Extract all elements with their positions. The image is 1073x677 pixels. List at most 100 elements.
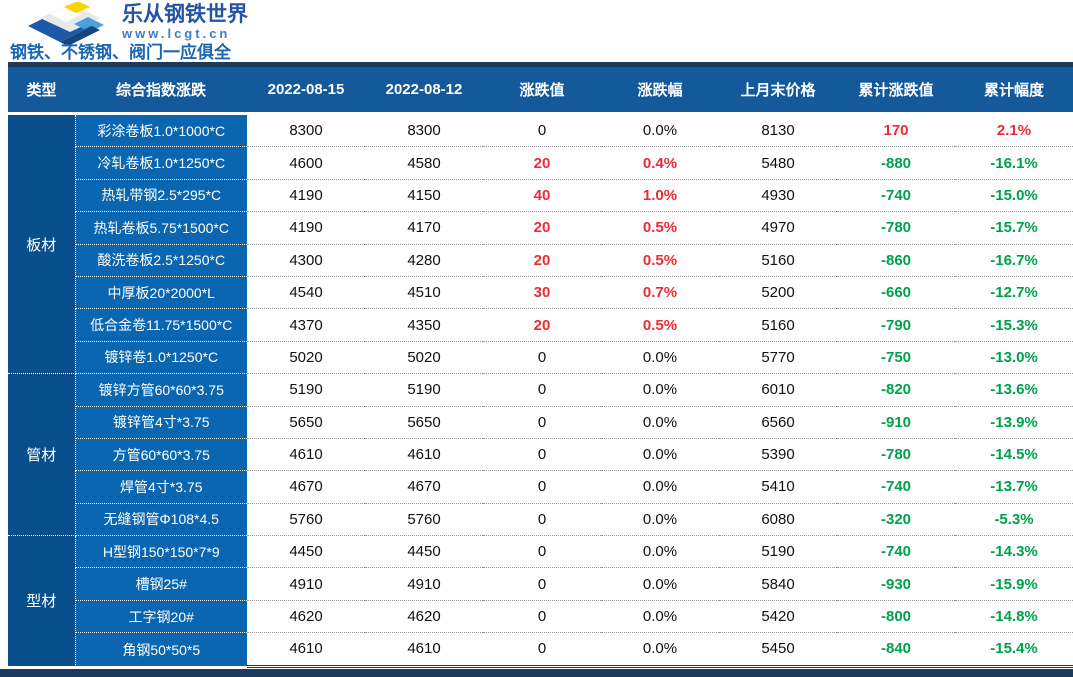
change-value-cell: 0 — [483, 113, 601, 148]
price-current-cell: 5650 — [247, 406, 365, 439]
last-month-price-cell: 6010 — [719, 373, 837, 407]
price-current-cell: 4620 — [247, 600, 365, 634]
change-pct-cell: 0.5% — [601, 308, 719, 342]
last-month-price-cell: 5420 — [719, 600, 837, 634]
cumulative-pct-cell: -15.0% — [955, 179, 1073, 213]
product-name-cell: 工字钢20# — [75, 600, 247, 634]
steel-price-table: 类型 综合指数涨跌 2022-08-15 2022-08-12 涨跌值 涨跌幅 上月末价格累… — [8, 67, 1073, 668]
last-month-price-cell: 5190 — [719, 535, 837, 569]
price-previous-cell: 4350 — [365, 308, 483, 342]
price-current-cell: 4610 — [247, 632, 365, 668]
table-row: 热轧卷板5.75*1500*C 4190 4170 20 0.5% 4970 -780 -15… — [8, 211, 1073, 245]
brand-tagline: 钢铁、不锈钢、阀门一应俱全 — [10, 43, 231, 62]
product-name-cell: 低合金卷11.75*1500*C — [75, 308, 247, 342]
product-name-cell: 方管60*60*3.75 — [75, 438, 247, 472]
cumulative-change-cell: -800 — [837, 600, 955, 634]
change-pct-cell: 0.0% — [601, 470, 719, 504]
last-month-price-cell: 6560 — [719, 406, 837, 439]
last-month-price-cell: 5390 — [719, 438, 837, 472]
cumulative-pct-cell: -14.5% — [955, 438, 1073, 472]
change-value-cell: 20 — [483, 244, 601, 277]
change-value-cell: 0 — [483, 600, 601, 634]
table-header-row: 类型 综合指数涨跌 2022-08-15 2022-08-12 涨跌值 涨跌幅 上月末价格累… — [8, 67, 1073, 115]
brand-header: 乐从钢铁世界 www.lcgt.cn 钢铁、不锈钢、阀门一应俱全 — [0, 0, 1073, 62]
cumulative-pct-cell: -12.7% — [955, 276, 1073, 310]
price-current-cell: 5020 — [247, 341, 365, 375]
column-header-1: 综合指数涨跌 — [75, 67, 247, 115]
table-row: 角钢50*50*5 4610 4610 0 0.0% 5450 -840 -15.4% — [8, 632, 1073, 668]
column-header-2: 2022-08-15 — [247, 67, 365, 115]
cumulative-change-cell: -660 — [837, 276, 955, 310]
cumulative-pct-cell: 2.1% — [955, 113, 1073, 148]
price-previous-cell: 4510 — [365, 276, 483, 310]
cumulative-pct-cell: -13.7% — [955, 470, 1073, 504]
column-header-3: 2022-08-12 — [365, 67, 483, 115]
change-value-cell: 0 — [483, 470, 601, 504]
cumulative-pct-cell: -16.7% — [955, 244, 1073, 277]
table-row: 低合金卷11.75*1500*C 4370 4350 20 0.5% 5160 -790 -1… — [8, 308, 1073, 342]
cumulative-change-cell: -820 — [837, 373, 955, 407]
cumulative-pct-cell: -5.3% — [955, 503, 1073, 537]
change-value-cell: 0 — [483, 438, 601, 472]
product-name-cell: 角钢50*50*5 — [75, 632, 247, 667]
brand-title: 乐从钢铁世界 — [122, 3, 248, 26]
price-current-cell: 4540 — [247, 276, 365, 310]
table-row: 焊管4寸*3.75 4670 4670 0 0.0% 5410 -740 -13.7% — [8, 470, 1073, 504]
price-current-cell: 4600 — [247, 146, 365, 180]
price-current-cell: 4610 — [247, 438, 365, 472]
cumulative-pct-cell: -15.4% — [955, 632, 1073, 668]
last-month-price-cell: 5160 — [719, 308, 837, 342]
price-previous-cell: 4280 — [365, 244, 483, 277]
cumulative-pct-cell: -13.6% — [955, 373, 1073, 407]
table-row: 无缝钢管Φ108*4.5 5760 5760 0 0.0% 6080 -320 -5.3% — [8, 503, 1073, 537]
table-row: 镀锌卷1.0*1250*C 5020 5020 0 0.0% 5770 -750 -13.0% — [8, 341, 1073, 375]
table-row: 工字钢20# 4620 4620 0 0.0% 5420 -800 -14.8% — [8, 600, 1073, 634]
cumulative-pct-cell: -14.8% — [955, 600, 1073, 634]
cumulative-change-cell: -780 — [837, 438, 955, 472]
change-pct-cell: 0.0% — [601, 600, 719, 634]
price-previous-cell: 8300 — [365, 113, 483, 148]
change-pct-cell: 0.0% — [601, 406, 719, 439]
price-previous-cell: 5650 — [365, 406, 483, 439]
cumulative-pct-cell: -15.7% — [955, 211, 1073, 245]
price-current-cell: 5760 — [247, 503, 365, 537]
change-pct-cell: 0.0% — [601, 438, 719, 472]
product-name-cell: 冷轧卷板1.0*1250*C — [75, 146, 247, 180]
last-month-price-cell: 5480 — [719, 146, 837, 180]
price-previous-cell: 4450 — [365, 535, 483, 569]
cumulative-change-cell: -860 — [837, 244, 955, 277]
last-month-price-cell: 5410 — [719, 470, 837, 504]
table-row: 冷轧卷板1.0*1250*C 4600 4580 20 0.4% 5480 -880 -16.… — [8, 146, 1073, 180]
cumulative-change-cell: -750 — [837, 341, 955, 375]
last-month-price-cell: 5200 — [719, 276, 837, 310]
cumulative-change-cell: 170 — [837, 113, 955, 148]
price-previous-cell: 4910 — [365, 567, 483, 601]
change-value-cell: 20 — [483, 146, 601, 180]
cumulative-change-cell: -740 — [837, 179, 955, 213]
column-header-7: 累计涨跌值 — [837, 67, 955, 115]
price-current-cell: 4450 — [247, 535, 365, 569]
change-pct-cell: 0.0% — [601, 535, 719, 569]
bottom-divider-strip — [0, 668, 1073, 677]
cumulative-change-cell: -840 — [837, 632, 955, 668]
price-previous-cell: 4610 — [365, 438, 483, 472]
last-month-price-cell: 5840 — [719, 567, 837, 601]
change-value-cell: 40 — [483, 179, 601, 213]
change-pct-cell: 0.5% — [601, 211, 719, 245]
product-name-cell: 热轧带钢2.5*295*C — [75, 179, 247, 213]
product-name-cell: 镀锌方管60*60*3.75 — [75, 373, 247, 407]
cumulative-pct-cell: -13.9% — [955, 406, 1073, 439]
change-pct-cell: 0.0% — [601, 567, 719, 601]
price-previous-cell: 4170 — [365, 211, 483, 245]
brand-logo-icon — [28, 2, 104, 46]
change-value-cell: 0 — [483, 632, 601, 668]
table-row: 管材 镀锌方管60*60*3.75 5190 5190 0 0.0% 6010 -820 -13… — [8, 373, 1073, 537]
change-value-cell: 0 — [483, 567, 601, 601]
column-header-8: 累计幅度 — [955, 67, 1073, 115]
top-divider-strip — [8, 62, 1073, 67]
price-previous-cell: 5760 — [365, 503, 483, 537]
price-previous-cell: 4580 — [365, 146, 483, 180]
last-month-price-cell: 5770 — [719, 341, 837, 375]
table-row: 板材 彩涂卷板1.0*1000*C 8300 8300 0 0.0% 8130 170 2.1% — [8, 113, 1073, 375]
change-value-cell: 0 — [483, 535, 601, 569]
